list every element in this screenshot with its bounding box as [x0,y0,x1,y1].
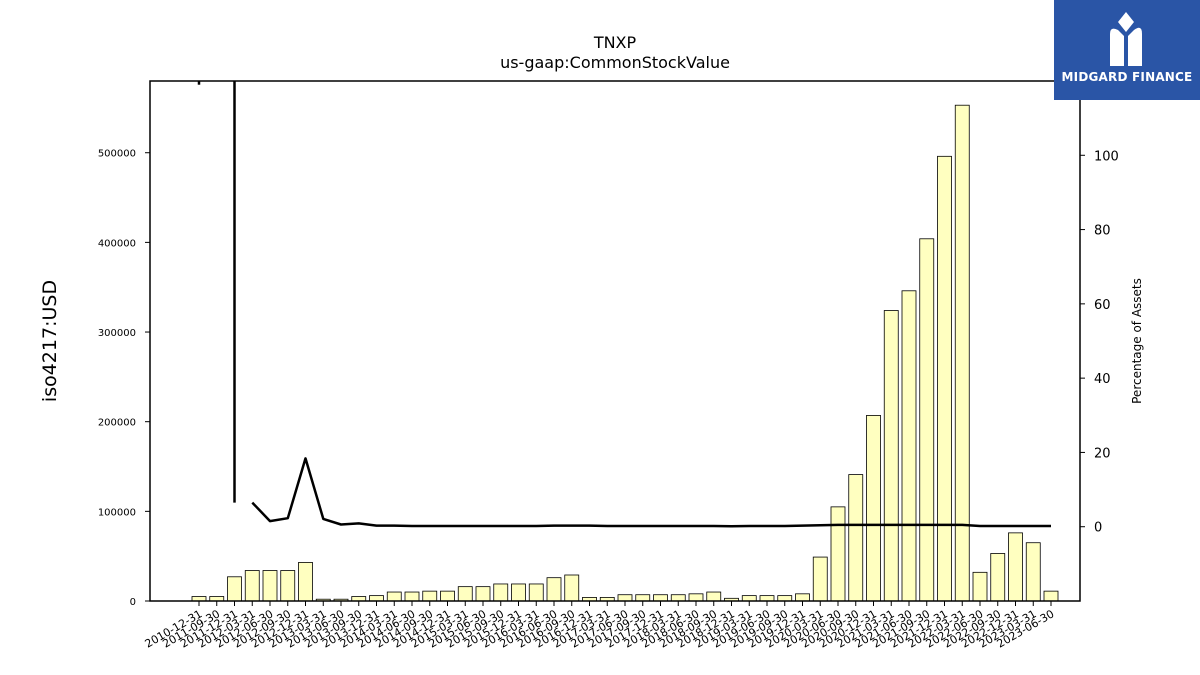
bar-2018-09-30 [706,591,722,602]
bar-2023-06-30 [1043,590,1059,602]
plot-frame [149,80,1081,602]
bar-2011-12-31 [227,576,242,602]
y2-tick-label: 80 [1094,224,1111,239]
bar-2021-03-31 [883,310,899,602]
brand-logo: MIDGARD FINANCE [1054,0,1200,100]
y-tick-label: 100000 [98,507,136,518]
bar-2020-03-31 [812,556,828,602]
bar-2020-09-30 [848,474,864,602]
y2-tick-label: 60 [1094,298,1111,313]
bar-2012-12-31 [298,562,313,602]
bar-2021-06-30 [901,290,917,602]
y-tick-label: 0 [130,597,136,608]
bar-2014-12-31 [440,590,455,602]
brand-name: MIDGARD FINANCE [1061,70,1193,84]
bar-2022-12-31 [1008,532,1023,602]
bar-2022-06-30 [972,571,988,602]
bar-2015-03-31 [457,586,473,602]
bar-2023-03-31 [1025,542,1041,602]
bar-2017-09-30 [635,594,651,602]
percentage-line [251,457,1051,528]
y-tick-label: 400000 [98,238,136,249]
y-axis-label: iso4217:USD [39,280,61,402]
y-tick-label: 500000 [98,149,136,160]
y2-tick-label: 100 [1094,149,1119,164]
bar-2022-03-31 [954,104,970,602]
bar-2017-12-31 [653,594,668,602]
bar-2015-12-31 [511,583,526,602]
bar-2012-09-30 [280,570,296,602]
bar-2020-06-30 [830,506,846,602]
y2-tick-label: 20 [1094,446,1111,461]
bar-2015-06-30 [475,586,491,602]
bar-2019-12-31 [795,593,810,602]
chart-title: TNXP [593,33,637,52]
bar-2016-03-31 [528,583,544,602]
y2-tick-label: 0 [1094,521,1102,536]
bar-2019-06-30 [759,595,775,602]
bar-2013-12-31 [369,595,384,602]
brand-mark-icon [1110,12,1142,67]
bar-2021-12-31 [937,155,952,602]
bar-2014-09-30 [422,590,438,602]
x-axis-ticks: 2010-12-312011-09-302011-12-312012-03-31… [143,601,1057,651]
bar-2014-06-30 [404,591,420,602]
bar-2018-03-31 [670,594,686,602]
y-tick-label: 300000 [98,328,136,339]
bar-2019-03-31 [741,595,757,602]
bar-2022-09-30 [990,553,1006,602]
chart-subtitle: us-gaap:CommonStockValue [500,53,730,72]
bar-2021-09-30 [919,238,935,602]
bar-2020-12-31 [866,415,881,602]
bar-2018-06-30 [688,593,704,602]
y-tick-label: 200000 [98,418,136,429]
bar-2012-06-30 [262,570,278,602]
bar-series [191,104,1059,602]
bar-2019-09-30 [777,595,793,602]
y2-axis-label: Percentage of Assets [1130,278,1144,404]
bar-2017-06-30 [617,594,633,602]
bar-2015-09-30 [493,583,509,602]
bar-2014-03-31 [386,591,402,602]
bar-2016-06-30 [546,577,562,602]
bar-2012-03-31 [244,570,260,602]
y2-axis-ticks: 0 20 40 60 80 100 [1080,149,1119,536]
y2-tick-label: 40 [1094,372,1111,387]
bar-2016-09-30 [564,574,580,602]
y-axis-ticks: 0 100000 200000 300000 400000 500000 [98,149,150,608]
